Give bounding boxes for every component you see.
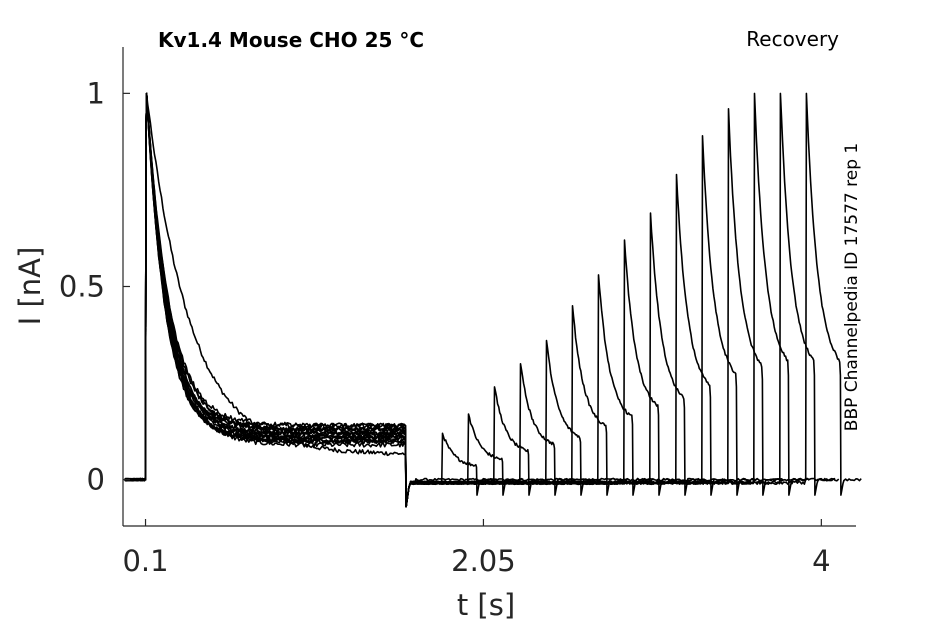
chart-title: Kv1.4 Mouse CHO 25 °C [158, 28, 424, 52]
y-ticks: 00.51 [59, 76, 130, 497]
x-tick-label: 0.1 [122, 544, 168, 578]
protocol-label: Recovery [746, 27, 839, 51]
y-tick-label: 1 [87, 76, 105, 110]
sweep-trace-16 [124, 92, 862, 508]
x-tick-label: 4 [812, 544, 830, 578]
x-axis-label: t [s] [457, 588, 515, 622]
x-tick-label: 2.05 [451, 544, 516, 578]
sweep-trace-11 [124, 92, 732, 508]
x-ticks: 0.1 2.05 4 [122, 519, 831, 578]
sweep-trace-14 [124, 92, 810, 508]
sweep-trace-1 [124, 92, 840, 508]
current-traces [124, 92, 862, 508]
sweep-trace-2 [124, 92, 498, 508]
source-label: BBP Channelpedia ID 17577 rep 1 [842, 143, 862, 431]
y-axis-label: I [nA] [13, 247, 47, 326]
sweep-trace-12 [124, 92, 758, 508]
sweep-trace-10 [124, 92, 706, 508]
y-tick-label: 0.5 [59, 270, 105, 304]
y-tick-label: 0 [87, 463, 105, 497]
sweep-trace-8 [124, 92, 654, 508]
